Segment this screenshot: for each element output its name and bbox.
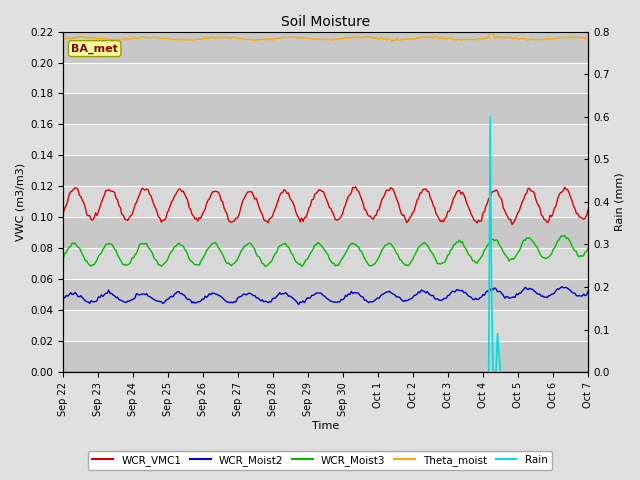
Bar [63, 310, 588, 341]
Y-axis label: Rain (mm): Rain (mm) [615, 172, 625, 231]
Bar [63, 32, 588, 62]
Legend: WCR_VMC1, WCR_Moist2, WCR_Moist3, Theta_moist, Rain: WCR_VMC1, WCR_Moist2, WCR_Moist3, Theta_… [88, 451, 552, 470]
Title: Soil Moisture: Soil Moisture [281, 15, 371, 29]
Bar [63, 124, 588, 156]
Bar [63, 248, 588, 279]
Bar [63, 94, 588, 124]
Bar [63, 279, 588, 310]
Y-axis label: VWC (m3/m3): VWC (m3/m3) [15, 163, 25, 241]
X-axis label: Time: Time [312, 421, 339, 432]
Bar [63, 62, 588, 94]
Bar [63, 186, 588, 217]
Bar [63, 341, 588, 372]
Text: BA_met: BA_met [71, 44, 118, 54]
Bar [63, 217, 588, 248]
Bar [63, 156, 588, 186]
